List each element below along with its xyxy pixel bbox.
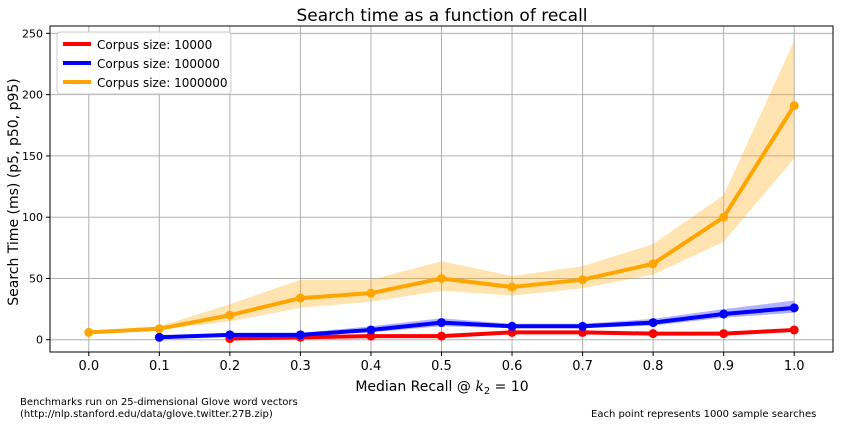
x-tick-label: 0.5	[431, 359, 452, 374]
x-tick-label: 1.0	[784, 359, 805, 374]
x-tick-label: 0.2	[220, 359, 241, 374]
point-series-1	[648, 318, 658, 328]
point-series-1	[366, 325, 376, 335]
point-series-1	[789, 303, 799, 313]
point-series-2	[437, 273, 446, 283]
point-series-2	[578, 275, 588, 285]
x-tick-label: 0.7	[572, 359, 593, 374]
point-series-2	[507, 282, 517, 292]
point-series-1	[154, 332, 164, 342]
point-series-0	[789, 325, 799, 335]
point-series-1	[507, 321, 517, 331]
point-series-0	[719, 329, 729, 339]
x-axis-label-var: k	[475, 379, 483, 395]
x-tick-label: 0.1	[149, 359, 170, 374]
point-series-0	[648, 329, 658, 339]
y-tick-label: 0	[36, 334, 43, 347]
point-series-2	[366, 288, 376, 298]
y-tick-label: 150	[22, 150, 43, 163]
y-axis-label: Search Time (ms) (p5, p50, p95)	[6, 78, 22, 306]
x-axis-label-suffix: = 10	[490, 379, 528, 395]
y-tick-label: 50	[29, 272, 43, 285]
point-series-2	[84, 327, 94, 337]
y-tick-label: 100	[22, 211, 43, 224]
axis-ticks: 0.0 0.1 0.2 0.3 0.4 0.5 0.6 0.7 0.8 0.9 1.0 0 50 100 1…	[22, 27, 805, 374]
legend-entry: Corpus size: 10000	[97, 38, 212, 52]
band-series-2	[88, 40, 795, 334]
x-tick-label: 0.9	[713, 359, 734, 374]
x-tick-label: 0.3	[290, 359, 311, 374]
benchmark-note: Benchmarks run on 25-dimensional Glove w…	[20, 397, 298, 420]
x-tick-label: 0.0	[78, 359, 99, 374]
point-series-2	[225, 310, 235, 320]
chart-title: Search time as a function of recall	[296, 6, 587, 26]
x-tick-label: 0.8	[643, 359, 664, 374]
line-series-1	[159, 305, 795, 340]
x-axis-label-prefix: Median Recall @	[355, 379, 475, 395]
point-series-2	[719, 212, 729, 222]
point-series-2	[789, 101, 799, 111]
point-series-1	[578, 321, 588, 331]
legend-entry: Corpus size: 1000000	[97, 76, 228, 90]
series-lines	[84, 101, 799, 344]
x-tick-label: 0.6	[502, 359, 523, 374]
sample-note: Each point represents 1000 sample search…	[591, 409, 817, 420]
point-series-0	[437, 331, 446, 341]
x-tick-label: 0.4	[361, 359, 382, 374]
x-axis-label-sub: 2	[484, 386, 490, 397]
y-tick-label: 200	[22, 89, 43, 102]
point-series-2	[154, 324, 164, 334]
point-series-2	[295, 293, 305, 303]
point-series-1	[295, 330, 305, 340]
point-series-1	[437, 318, 446, 328]
legend: Corpus size: 10000 Corpus size: 100000 Cor…	[56, 31, 232, 95]
legend-entry: Corpus size: 100000	[97, 57, 220, 71]
legend-box	[56, 31, 232, 95]
point-series-1	[719, 309, 729, 319]
point-series-2	[648, 259, 658, 269]
point-series-1	[225, 330, 235, 340]
x-axis-label: Median Recall @ k2 = 10	[355, 379, 528, 397]
y-tick-label: 250	[22, 27, 43, 40]
